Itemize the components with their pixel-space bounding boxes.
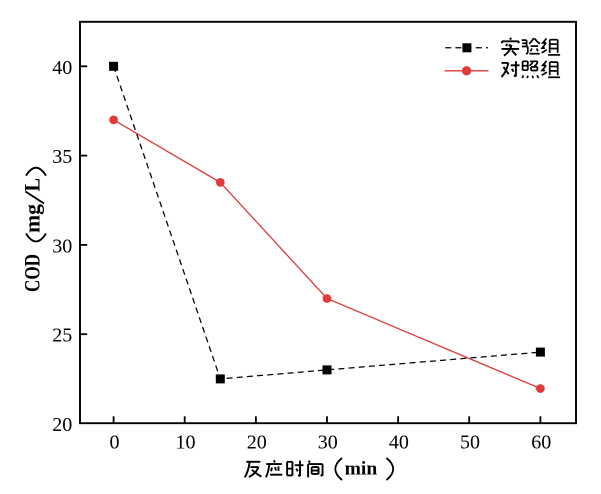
svg-text:40: 40 <box>52 57 72 79</box>
svg-text:50: 50 <box>460 432 480 454</box>
svg-text:20: 20 <box>247 432 267 454</box>
svg-text:30: 30 <box>52 235 72 257</box>
svg-text:min: min <box>345 460 378 480</box>
svg-text:25: 25 <box>52 325 72 347</box>
svg-text:mg: mg <box>21 204 45 233</box>
svg-text:L: L <box>21 178 45 192</box>
svg-text:40: 40 <box>389 432 409 454</box>
svg-text:10: 10 <box>176 432 196 454</box>
svg-text:20: 20 <box>52 414 72 436</box>
svg-text:35: 35 <box>52 146 72 168</box>
svg-text:0: 0 <box>110 432 120 454</box>
svg-text:30: 30 <box>318 432 338 454</box>
svg-text:60: 60 <box>531 432 551 454</box>
svg-text:COD: COD <box>21 254 45 292</box>
